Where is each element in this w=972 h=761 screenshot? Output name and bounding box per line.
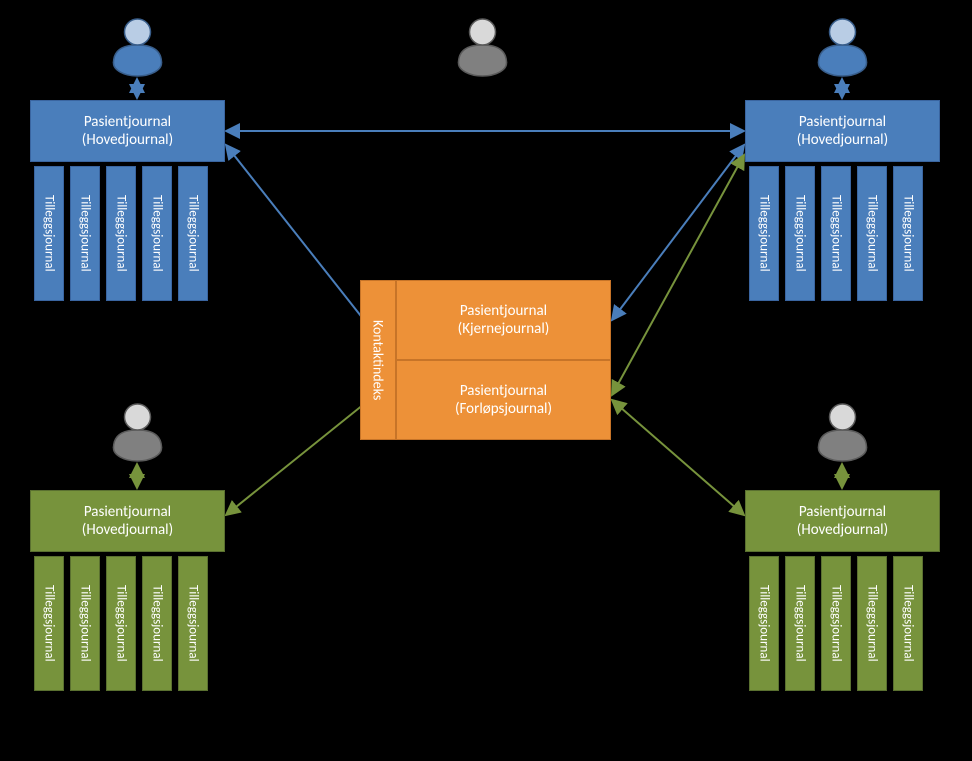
main-line2: (Hovedjournal) <box>82 131 173 149</box>
main-box-tr: Pasientjournal (Hovedjournal) <box>745 100 940 162</box>
sub-box: Tilleggsjournal <box>142 556 172 691</box>
sub-box: Tilleggsjournal <box>857 556 887 691</box>
main-line1: Pasientjournal <box>84 503 171 521</box>
sub-box: Tilleggsjournal <box>106 556 136 691</box>
center1-line2: (Kjernejournal) <box>458 320 550 338</box>
sub-row-br: Tilleggsjournal Tilleggsjournal Tilleggs… <box>745 556 940 691</box>
center2-line1: Pasientjournal <box>460 382 547 400</box>
sub-box: Tilleggsjournal <box>142 166 172 301</box>
orange-stack: Pasientjournal (Kjernejournal) Pasientjo… <box>396 280 611 440</box>
sub-box: Tilleggsjournal <box>821 556 851 691</box>
sub-box: Tilleggsjournal <box>785 166 815 301</box>
person-icon-bl <box>110 400 165 467</box>
sub-box: Tilleggsjournal <box>178 166 208 301</box>
sub-box: Tilleggsjournal <box>178 556 208 691</box>
main-line1: Pasientjournal <box>799 503 886 521</box>
center1-line1: Pasientjournal <box>460 302 547 320</box>
main-line2: (Hovedjournal) <box>797 521 888 539</box>
person-icon-br <box>815 400 870 467</box>
sub-row-bl: Tilleggsjournal Tilleggsjournal Tilleggs… <box>30 556 225 691</box>
sub-box: Tilleggsjournal <box>34 166 64 301</box>
block-bottom-left: Pasientjournal (Hovedjournal) Tilleggsjo… <box>30 490 225 691</box>
sub-box: Tilleggsjournal <box>785 556 815 691</box>
main-box-tl: Pasientjournal (Hovedjournal) <box>30 100 225 162</box>
block-top-left: Pasientjournal (Hovedjournal) Tilleggsjo… <box>30 100 225 301</box>
person-icon-tl <box>110 15 165 82</box>
main-box-br: Pasientjournal (Hovedjournal) <box>745 490 940 552</box>
edge-tr-center-forlop <box>612 155 744 395</box>
main-line1: Pasientjournal <box>84 113 171 131</box>
sub-box: Tilleggsjournal <box>749 166 779 301</box>
main-line2: (Hovedjournal) <box>797 131 888 149</box>
sub-box: Tilleggsjournal <box>106 166 136 301</box>
main-line2: (Hovedjournal) <box>82 521 173 539</box>
sub-row-tl: Tilleggsjournal Tilleggsjournal Tilleggs… <box>30 166 225 301</box>
main-box-bl: Pasientjournal (Hovedjournal) <box>30 490 225 552</box>
edge-tr-center-kjerne <box>612 145 744 320</box>
sub-box: Tilleggsjournal <box>857 166 887 301</box>
block-top-right: Pasientjournal (Hovedjournal) Tilleggsjo… <box>745 100 940 301</box>
sub-box: Tilleggsjournal <box>70 556 100 691</box>
sub-box: Tilleggsjournal <box>749 556 779 691</box>
kjernejournal-box: Pasientjournal (Kjernejournal) <box>396 280 611 360</box>
sub-box: Tilleggsjournal <box>893 556 923 691</box>
sub-box: Tilleggsjournal <box>70 166 100 301</box>
sub-row-tr: Tilleggsjournal Tilleggsjournal Tilleggs… <box>745 166 940 301</box>
sub-box: Tilleggsjournal <box>34 556 64 691</box>
person-icon-tc <box>455 15 510 82</box>
center2-line2: (Forløpsjournal) <box>455 400 552 418</box>
center-group: Kontaktindeks Pasientjournal (Kjernejour… <box>360 280 611 440</box>
main-line1: Pasientjournal <box>799 113 886 131</box>
forlopsjournal-box: Pasientjournal (Forløpsjournal) <box>396 360 611 440</box>
block-bottom-right: Pasientjournal (Hovedjournal) Tilleggsjo… <box>745 490 940 691</box>
kontaktindeks-box: Kontaktindeks <box>360 280 396 440</box>
edge-br-center <box>612 400 744 515</box>
person-icon-tr <box>815 15 870 82</box>
sub-box: Tilleggsjournal <box>821 166 851 301</box>
sub-box: Tilleggsjournal <box>893 166 923 301</box>
